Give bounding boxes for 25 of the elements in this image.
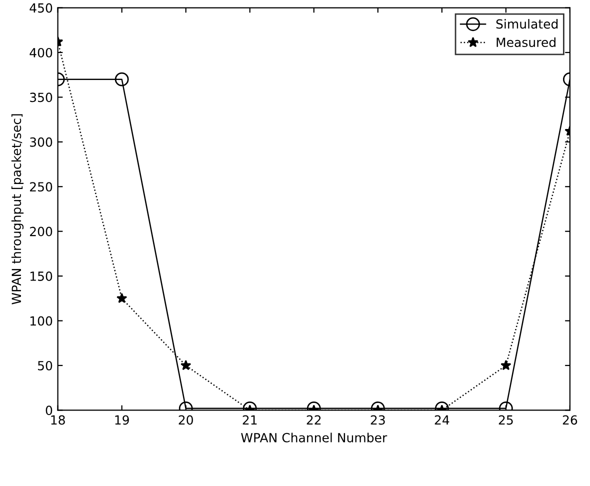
x-tick-label: 25 [498,415,513,425]
y-tick-label: 250 [30,182,52,192]
y-tick-label: 400 [30,48,52,58]
x-tick-label: 24 [434,415,450,425]
y-tick-label: 50 [38,360,52,370]
point [116,292,128,304]
x-tick-label: 26 [562,415,578,425]
y-tick-label: 0 [46,406,52,416]
x-tick-label: 22 [306,415,321,425]
y-tick-label: 300 [30,137,52,147]
point [114,72,129,86]
x-tick-label: 21 [242,415,257,425]
x-tick-label: 18 [51,415,65,425]
legend-label: Simulated [496,19,558,29]
x-axis-title: WPAN Channel Number [241,432,388,442]
x-tick-label: 20 [178,415,193,425]
x-tick-label: 19 [115,415,129,425]
y-axis-title: WPAN throughput [packet/sec] [11,114,24,304]
y-tick-label: 100 [30,316,52,326]
x-tick-label: 23 [370,415,385,425]
y-tick-label: 200 [30,226,52,236]
y-tick-label: 150 [30,272,52,281]
y-tick-label: 350 [30,92,52,102]
y-tick-label: 450 [30,3,52,13]
legend-label: Measured [496,37,556,48]
